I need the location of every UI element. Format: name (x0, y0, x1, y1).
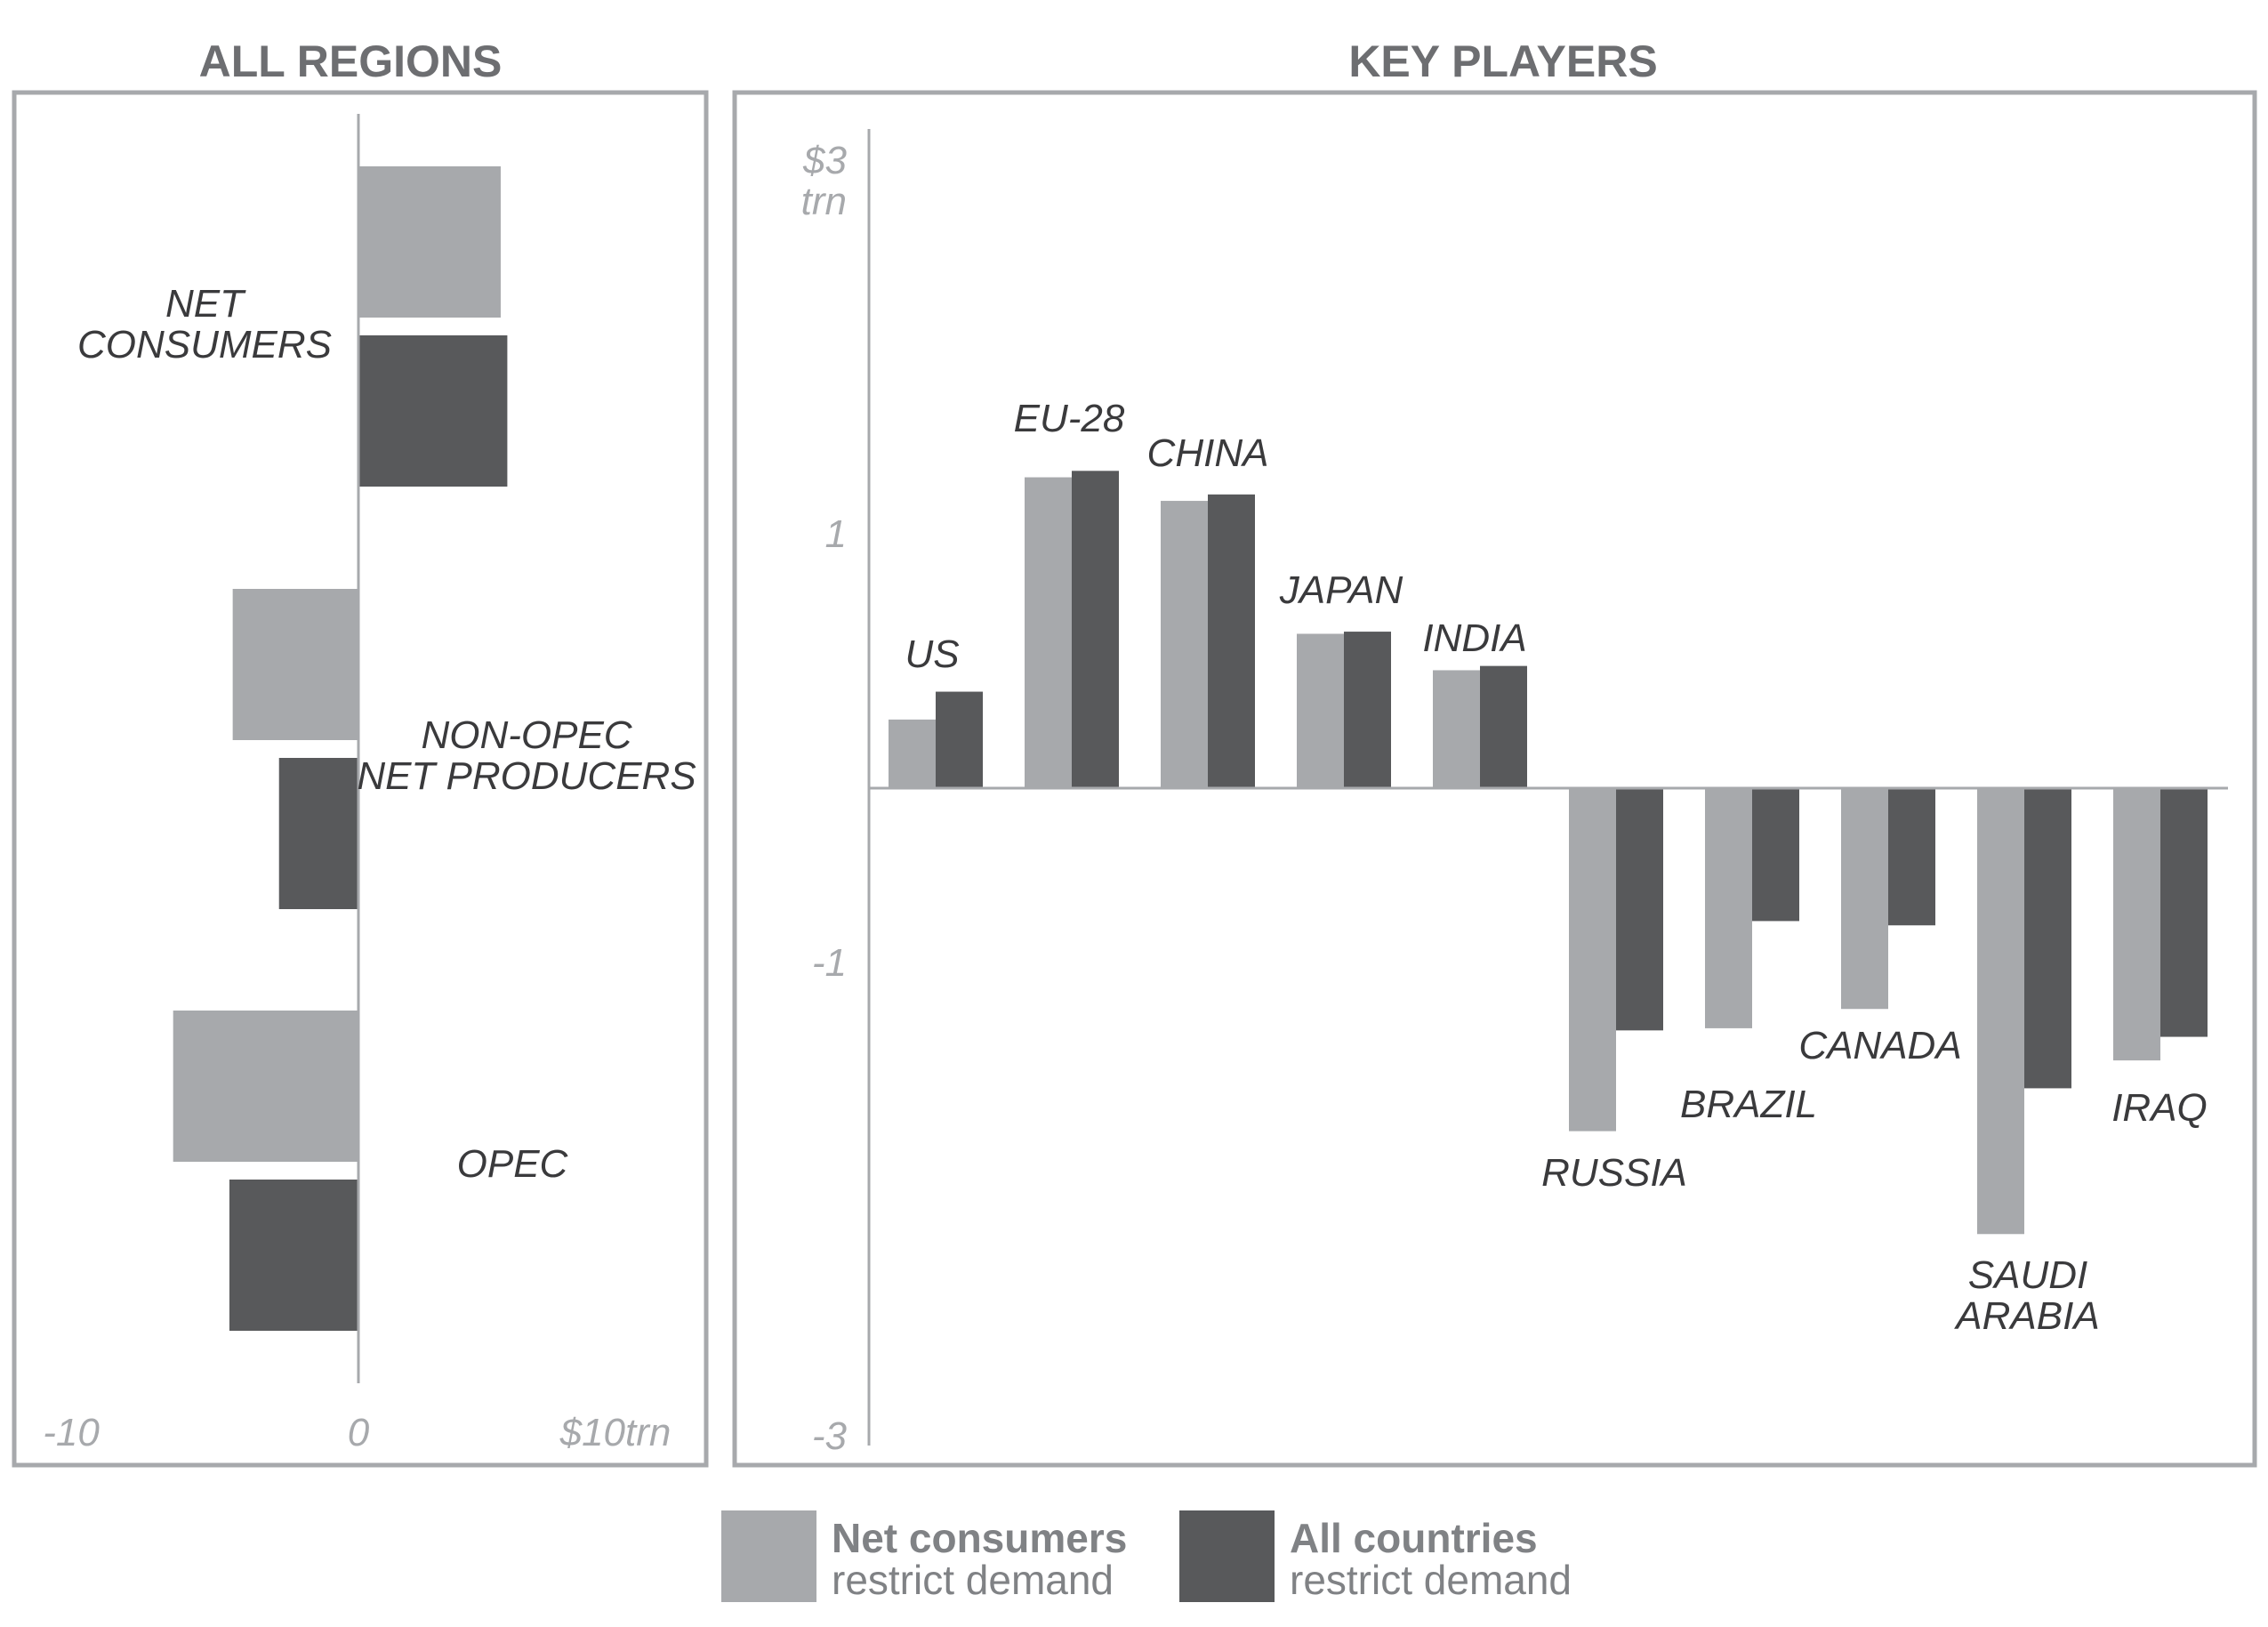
label-saudi-arabia: SAUDI ARABIA (1953, 1253, 2099, 1338)
bar-russia-all-countries (1616, 788, 1663, 1031)
label-non-opec-net-producers: NON-OPEC NET PRODUCERS (357, 713, 696, 798)
label-saudi-arabia-line: ARABIA (1953, 1294, 2099, 1338)
label-net-consumers: NET CONSUMERS (77, 282, 332, 366)
tick-label-1-line: -1 (812, 941, 847, 985)
tick-label-1: -1 (812, 941, 847, 985)
bar-saudi-arabia-all-countries (2024, 788, 2071, 1089)
tick-label-10trn: $10trn (559, 1411, 672, 1454)
key-players-frame (732, 90, 2257, 1468)
all-regions-bars (173, 166, 508, 1331)
label-india: INDIA (1422, 616, 1526, 660)
bar-canada-net-consumers (1841, 788, 1888, 1010)
bar-japan-all-countries (1344, 632, 1391, 788)
all-regions-panel: ALL REGIONS NET CONSUMERS NON-OPEC NET PROD… (12, 36, 709, 1468)
bar-non-opec-net-producers-all-countries (278, 758, 358, 909)
label-non-opec-net-producers-line: NON-OPEC (421, 713, 632, 757)
label-brazil-line: BRAZIL (1680, 1083, 1817, 1126)
tick-label-3-line: -3 (812, 1414, 848, 1458)
label-iraq-line: IRAQ (2111, 1086, 2208, 1130)
bar-opec-all-countries (229, 1180, 358, 1331)
label-japan: JAPAN (1279, 568, 1403, 612)
label-china: CHINA (1147, 431, 1269, 475)
bar-non-opec-net-producers-net-consumers (232, 589, 358, 740)
label-eu-28: EU-28 (1014, 397, 1125, 440)
legend-label-net-consumers: Net consumers (832, 1515, 1127, 1561)
label-brazil: BRAZIL (1680, 1083, 1817, 1126)
tick-label-3: -3 (812, 1414, 848, 1458)
tick-label-3-trn-line: trn (801, 180, 847, 223)
tick-label-1: 1 (825, 512, 847, 556)
label-non-opec-net-producers-line: NET PRODUCERS (357, 754, 696, 798)
bar-japan-net-consumers (1297, 633, 1344, 788)
tick-label-1-line: 1 (825, 512, 847, 556)
tick-label-10: -10 (43, 1411, 100, 1454)
bar-russia-net-consumers (1569, 788, 1616, 1132)
all-regions-category-labels: NET CONSUMERS NON-OPEC NET PRODUCERS OPEC (77, 282, 696, 1186)
bar-china-all-countries (1208, 494, 1255, 788)
key-players-panel: KEY PLAYERS US EU-28 CHINA JAPAN INDIA RUSSIA… (732, 36, 2257, 1468)
bar-opec-net-consumers (173, 1011, 358, 1162)
legend-sublabel-net-consumers: restrict demand (832, 1557, 1114, 1603)
label-canada-line: CANADA (1798, 1024, 1961, 1067)
bar-net-consumers-all-countries (358, 335, 508, 487)
label-net-consumers-line: NET (165, 282, 246, 326)
tick-label-3-trn: $3 trn (801, 139, 848, 223)
key-players-tick-labels: $3 trn 1 -1 -3 (801, 139, 848, 1458)
label-saudi-arabia-line: SAUDI (1968, 1253, 2087, 1297)
legend-label-all-countries: All countries (1290, 1515, 1538, 1561)
key-players-title: KEY PLAYERS (1348, 36, 1657, 86)
label-us-line: US (905, 632, 959, 676)
key-players-bars (889, 471, 2208, 1235)
legend-sublabel-all-countries: restrict demand (1290, 1557, 1572, 1603)
all-regions-frame (12, 90, 709, 1468)
bar-saudi-arabia-net-consumers (1977, 788, 2024, 1235)
bar-india-net-consumers (1433, 670, 1480, 788)
label-eu-28-line: EU-28 (1014, 397, 1125, 440)
label-net-consumers-line: CONSUMERS (77, 323, 332, 366)
tick-label-3-trn-line: $3 (802, 139, 847, 182)
key-players-category-labels: US EU-28 CHINA JAPAN INDIA RUSSIA BRAZIL CANADA… (905, 397, 2207, 1338)
bar-iraq-net-consumers (2113, 788, 2160, 1061)
bar-us-net-consumers (889, 719, 936, 788)
label-japan-line: JAPAN (1279, 568, 1403, 612)
bar-eu-28-all-countries (1072, 471, 1119, 788)
label-russia: RUSSIA (1541, 1151, 1687, 1195)
label-opec-line: OPEC (457, 1142, 569, 1186)
label-russia-line: RUSSIA (1541, 1151, 1687, 1195)
label-india-line: INDIA (1422, 616, 1526, 660)
label-china-line: CHINA (1147, 431, 1269, 475)
label-iraq: IRAQ (2111, 1086, 2208, 1130)
all-regions-tick-labels: -10 0 $10trn (43, 1411, 671, 1454)
legend-swatch-all-countries (1179, 1510, 1275, 1602)
bar-iraq-all-countries (2160, 788, 2208, 1037)
bar-brazil-all-countries (1752, 788, 1799, 922)
bar-canada-all-countries (1888, 788, 1935, 926)
bar-brazil-net-consumers (1705, 788, 1752, 1028)
tick-label-0: 0 (348, 1411, 370, 1454)
label-us: US (905, 632, 959, 676)
legend-swatch-net-consumers (721, 1510, 816, 1602)
bar-india-all-countries (1480, 665, 1527, 788)
label-canada: CANADA (1798, 1024, 1961, 1067)
label-opec: OPEC (457, 1142, 569, 1186)
bar-eu-28-net-consumers (1025, 477, 1072, 788)
bar-net-consumers-net-consumers (358, 166, 501, 318)
bar-us-all-countries (936, 691, 983, 788)
all-regions-title: ALL REGIONS (199, 36, 503, 86)
bar-china-net-consumers (1161, 501, 1208, 788)
